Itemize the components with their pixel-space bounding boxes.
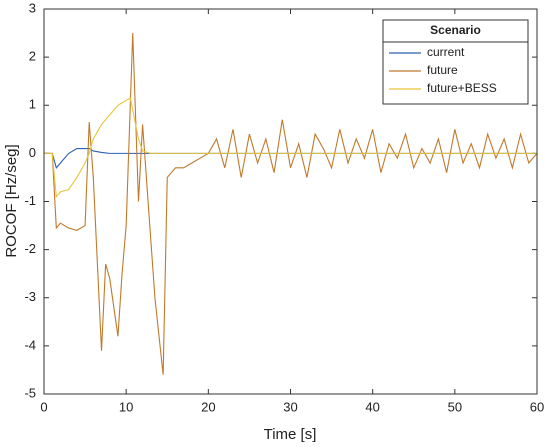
x-tick-label: 10 (119, 399, 133, 414)
y-tick-label: -2 (24, 241, 36, 256)
y-tick-label: -1 (24, 193, 36, 208)
x-tick-label: 0 (40, 399, 47, 414)
legend-label: current (427, 45, 465, 59)
y-tick-label: 1 (29, 97, 36, 112)
legend-box (382, 19, 529, 105)
x-tick-label: 60 (530, 399, 544, 414)
series-line (44, 33, 538, 375)
x-axis-label: Time [s] (264, 426, 317, 443)
x-tick-label: 50 (448, 399, 462, 414)
x-tick-label: 20 (201, 399, 215, 414)
y-tick-label: -5 (24, 385, 36, 400)
plot-frame (43, 8, 538, 395)
legend-title: Scenario (430, 23, 481, 37)
x-tick-label: 30 (283, 399, 297, 414)
series-line (44, 97, 537, 199)
y-axis-label: ROCOF [Hz/seg] (3, 144, 20, 257)
legend-label: future (427, 63, 458, 77)
y-tick-label: 3 (29, 0, 36, 15)
y-tick-label: -3 (24, 289, 36, 304)
x-tick-label: 40 (365, 399, 379, 414)
legend-label: future+BESS (427, 81, 497, 95)
y-tick-label: -4 (24, 337, 36, 352)
y-tick-label: 2 (29, 49, 36, 64)
y-tick-label: 0 (29, 145, 36, 160)
